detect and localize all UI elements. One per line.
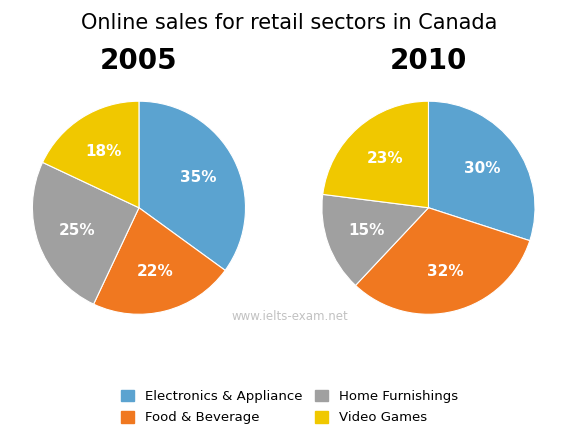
Text: 35%: 35% <box>179 170 216 185</box>
Text: 18%: 18% <box>85 145 122 160</box>
Wedge shape <box>322 194 428 286</box>
Wedge shape <box>139 101 245 271</box>
Text: 23%: 23% <box>367 151 403 166</box>
Wedge shape <box>428 101 535 240</box>
Text: 22%: 22% <box>137 264 174 279</box>
Wedge shape <box>32 162 139 304</box>
Text: 32%: 32% <box>427 264 463 279</box>
Text: 15%: 15% <box>348 223 384 238</box>
Text: Online sales for retail sectors in Canada: Online sales for retail sectors in Canad… <box>81 13 498 33</box>
Wedge shape <box>356 208 530 314</box>
Wedge shape <box>323 101 428 208</box>
Text: 30%: 30% <box>464 161 500 176</box>
Title: 2005: 2005 <box>100 46 178 75</box>
Title: 2010: 2010 <box>390 46 467 75</box>
Wedge shape <box>43 101 139 208</box>
Text: www.ielts-exam.net: www.ielts-exam.net <box>231 309 348 323</box>
Legend: Electronics & Appliance, Food & Beverage, Home Furnishings, Video Games: Electronics & Appliance, Food & Beverage… <box>114 383 465 431</box>
Wedge shape <box>94 208 225 314</box>
Text: 25%: 25% <box>58 223 95 238</box>
